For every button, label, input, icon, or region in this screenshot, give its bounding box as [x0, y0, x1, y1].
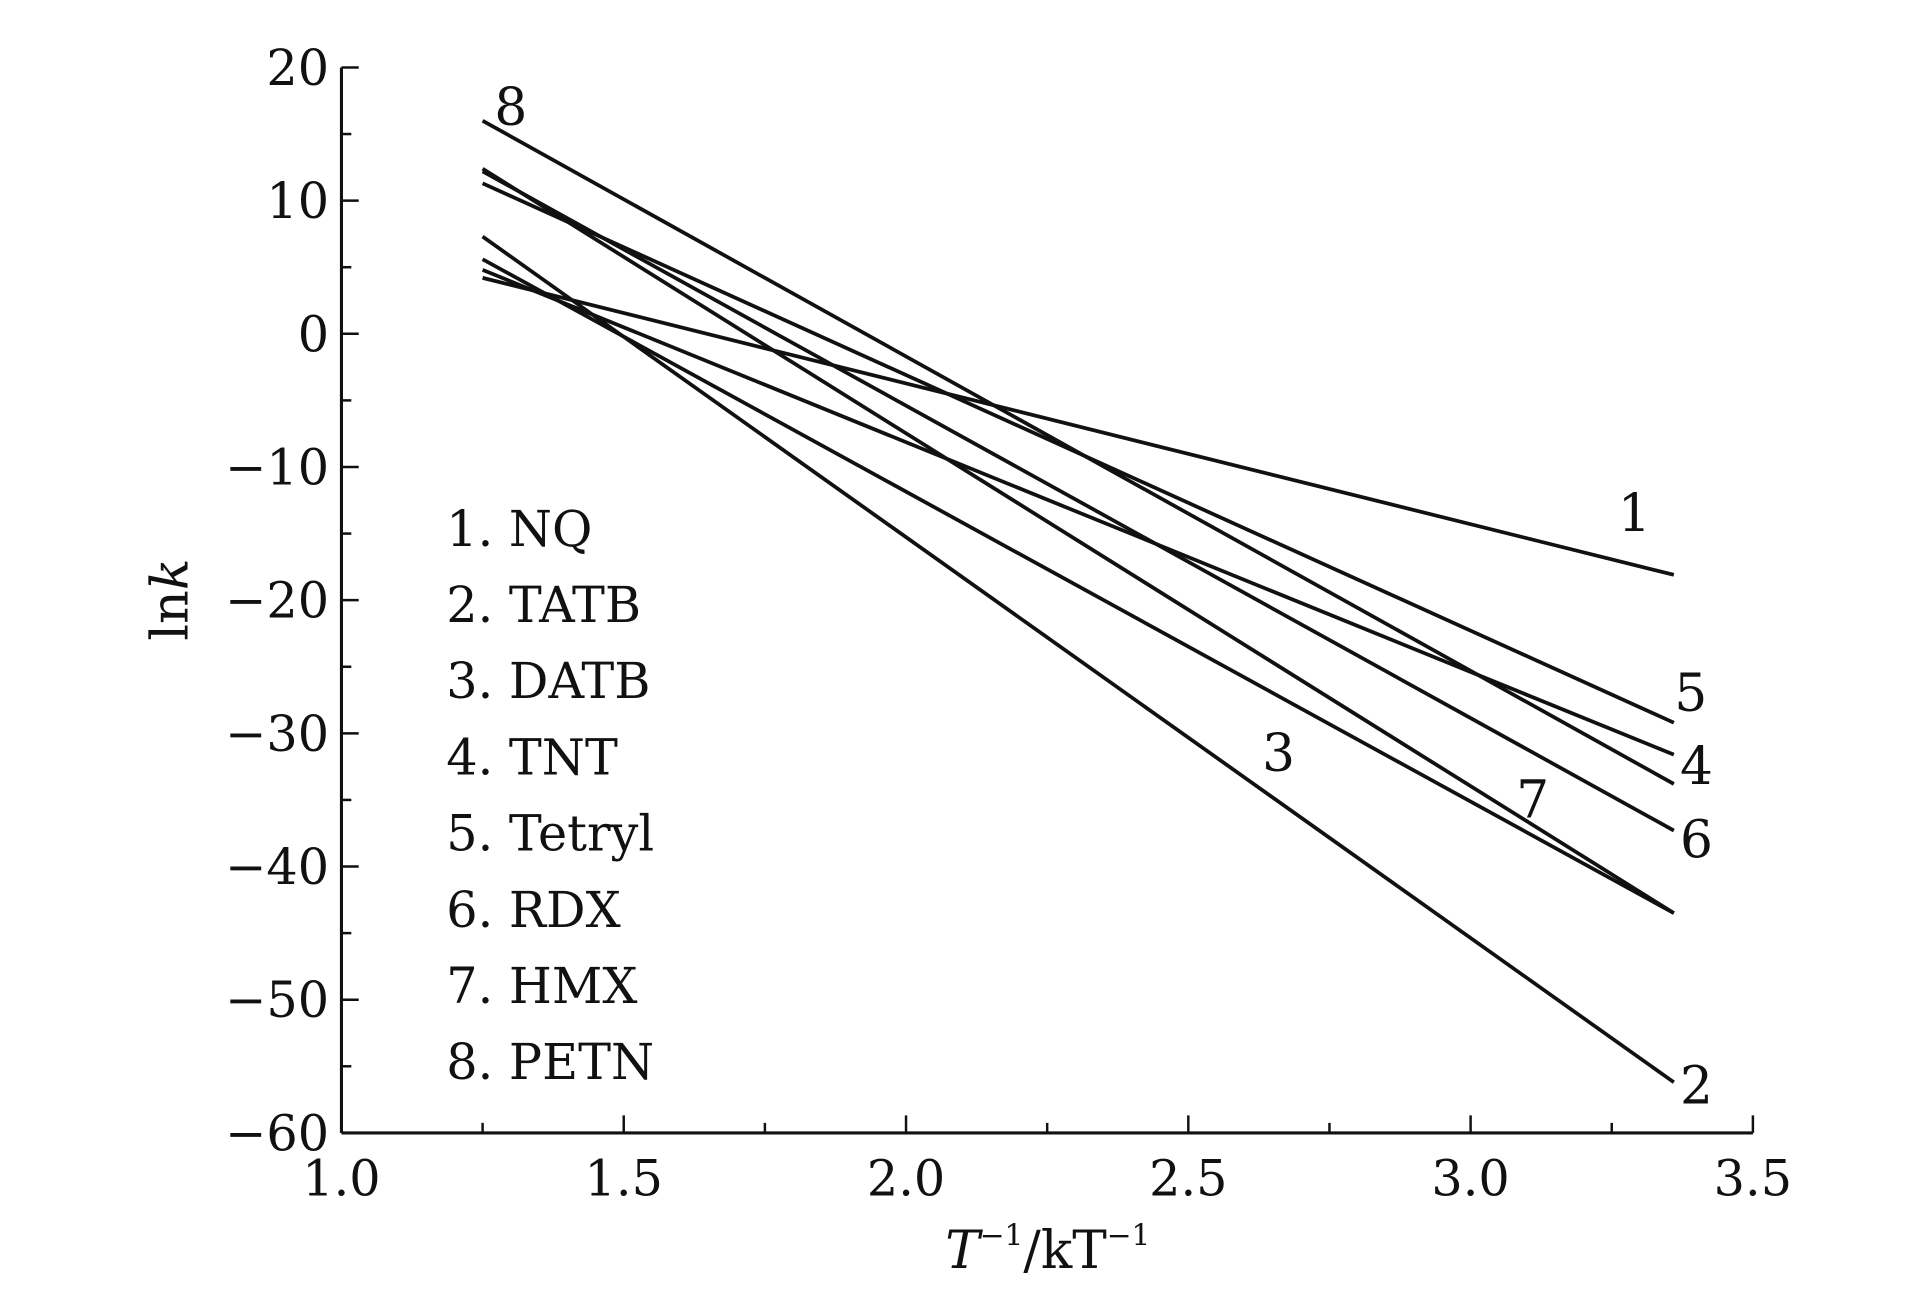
y-tick-label: −60	[225, 1104, 329, 1162]
y-tick-label: 10	[266, 172, 329, 230]
y-tick-label: 0	[298, 305, 329, 363]
series-label-rdx: 6	[1680, 810, 1713, 870]
series-label-petn: 8	[494, 78, 527, 138]
series-line-rdx	[481, 169, 1675, 833]
series-labels: 1 2 3 4 5 6 7 8	[494, 78, 1713, 1117]
y-tick-label: −40	[225, 838, 329, 896]
legend-entry: 7. HMX	[446, 957, 638, 1015]
series-line-tnt	[481, 268, 1675, 757]
series-lines	[481, 119, 1675, 1084]
series-line-nq	[482, 276, 1675, 577]
y-tick-label: 20	[266, 39, 329, 97]
legend-entry: 4. TNT	[446, 728, 618, 786]
series-line-tatb	[481, 235, 1675, 1084]
series-label-datb: 3	[1262, 723, 1295, 783]
series-label-tatb: 2	[1680, 1056, 1713, 1116]
series-label-nq: 1	[1618, 484, 1651, 544]
y-tick-label: −10	[225, 438, 329, 496]
series-label-tnt: 4	[1680, 737, 1713, 797]
legend-entry: 8. PETN	[446, 1033, 654, 1091]
ticks: 1.0 1.5 2.0 2.5 3.0 3.5 20 10 0 −10 −20 −30 −40 −50 −6…	[225, 39, 1792, 1208]
series-label-hmx: 7	[1516, 770, 1549, 830]
x-axis-title: T−1/kT−1	[945, 1218, 1150, 1281]
x-tick-label: 3.0	[1431, 1149, 1509, 1207]
series-label-tetryl: 5	[1674, 664, 1707, 724]
series-line-petn	[481, 119, 1675, 786]
legend: 1. NQ 2. TATB 3. DATB 4. TNT 5. Tetryl 6. RDX…	[446, 500, 654, 1092]
x-tick-label: 2.0	[867, 1149, 945, 1207]
y-axis-title: lnk	[141, 558, 201, 640]
x-tick-label: 3.5	[1714, 1149, 1792, 1207]
x-tick-label: 1.0	[302, 1149, 380, 1207]
x-tick-label: 2.5	[1149, 1149, 1227, 1207]
legend-entry: 5. Tetryl	[446, 804, 654, 862]
series-line-datb	[481, 257, 1675, 915]
legend-entry: 6. RDX	[446, 880, 621, 938]
series-line-hmx	[481, 167, 1675, 915]
legend-entry: 2. TATB	[446, 576, 641, 634]
y-tick-label: −50	[225, 971, 329, 1029]
legend-entry: 3. DATB	[446, 652, 650, 710]
x-tick-label: 1.5	[585, 1149, 663, 1207]
legend-entry: 1. NQ	[446, 500, 592, 558]
y-tick-label: −30	[225, 705, 329, 763]
y-tick-label: −20	[225, 571, 329, 629]
